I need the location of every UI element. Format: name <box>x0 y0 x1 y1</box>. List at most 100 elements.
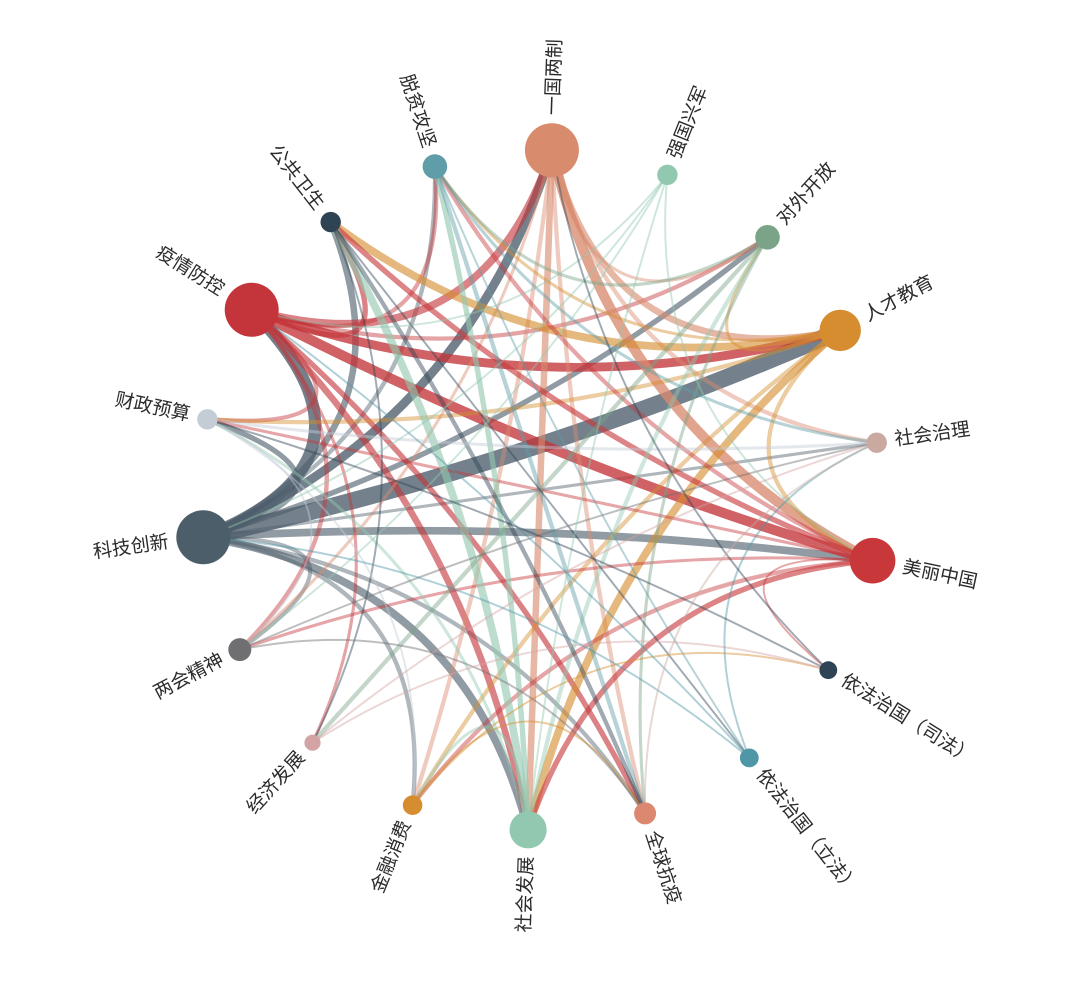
link-qiangguoxingjun-kejichuangxin <box>202 173 669 539</box>
nodes-layer <box>176 123 896 849</box>
node-yiguoliangzhi-circle-node[interactable] <box>524 123 579 178</box>
link-duiwaikaifang-quanqiukangyi <box>638 235 770 815</box>
link-jinrongxiaofei-yifazhiguo_sifa <box>411 651 830 807</box>
link-lianghuijingshen-quanqiukangyi <box>238 638 647 815</box>
node-lianghuijingshen-circle-node[interactable] <box>228 638 252 662</box>
node-tuopingongjian-circle-node[interactable] <box>422 154 448 179</box>
node-label-gonggongweisheng: 公共卫生 <box>264 141 328 214</box>
link-kejichuangxin-tuopingongjian <box>201 164 438 540</box>
link-kejichuangxin-jinrongxiaofei <box>201 535 417 808</box>
node-shehuizhili-circle-node[interactable] <box>866 432 887 453</box>
node-jinrongxiaofei-circle-node[interactable] <box>402 795 423 815</box>
link-yifazhiguo_lifa-kejichuangxin <box>202 536 751 759</box>
node-label-rencaijiaoyu: 人才教育 <box>860 271 937 326</box>
link-qiangguoxingjun-yiqingfangkong <box>250 173 669 329</box>
link-yiqingfangkong-quanqiukangyi <box>249 307 648 817</box>
link-meilizhongguo-shehuifazhan <box>525 558 876 833</box>
node-meilizhongguo-circle-node[interactable] <box>849 537 896 584</box>
link-qiangguoxingjun-shehuifazhan <box>527 173 669 831</box>
node-qiangguoxingjun-circle-node[interactable] <box>657 164 678 185</box>
link-caizhengyusuan-shehuizhili <box>205 417 879 451</box>
node-kejichuangxin-circle-node[interactable] <box>176 510 231 565</box>
link-yiguoliangzhi-meilizhongguo <box>546 145 878 566</box>
node-label-yiqingfangkong: 疫情防控 <box>152 241 228 300</box>
link-lianghuijingshen-shehuizhili <box>238 441 878 651</box>
node-jingjifazhan-circle-node[interactable] <box>304 734 321 751</box>
node-label-tuopingongjian: 脱贫攻坚 <box>395 71 439 150</box>
link-yiqingfangkong-lianghuijingshen <box>237 307 329 652</box>
node-duiwaikaifang-circle-node[interactable] <box>755 225 780 250</box>
link-qiangguoxingjun-lianghuijingshen <box>238 173 669 651</box>
link-yifazhiguo_lifa-yiqingfangkong <box>250 308 751 759</box>
link-duiwaikaifang-tuopingongjian <box>433 165 770 287</box>
link-rencaijiaoyu-gonggongweisheng <box>326 218 845 352</box>
node-label-kejichuangxin: 科技创新 <box>92 531 170 563</box>
link-meilizhongguo-yifazhiguo_sifa <box>762 558 874 672</box>
node-label-qiangguoxingjun: 强国兴军 <box>664 83 713 162</box>
links-layer <box>194 145 879 834</box>
link-yiqingfangkong-caizhengyusuan <box>205 307 319 423</box>
node-label-shehuifazhan: 社会发展 <box>513 856 538 933</box>
link-tuopingongjian-yifazhiguo_lifa <box>433 165 751 759</box>
link-yifazhiguo_lifa-shehuizhili <box>723 441 878 759</box>
node-label-jinrongxiaofei: 金融消费 <box>367 817 416 896</box>
link-kejichuangxin-rencaijiaoyu <box>194 321 849 546</box>
node-label-shehuizhili: 社会治理 <box>893 418 971 450</box>
link-gonggongweisheng-jingjifazhan <box>311 221 383 744</box>
link-kejichuangxin-quanqiukangyi <box>201 535 648 816</box>
link-shehuizhili-quanqiukangyi <box>644 441 878 815</box>
node-label-yifazhiguo_sifa: 依法治国（司法） <box>837 669 978 768</box>
link-caizhengyusuan-lianghuijingshen <box>206 418 313 651</box>
node-quanqiukangyi-circle-node[interactable] <box>634 802 657 825</box>
link-yiqingfangkong-meilizhongguo <box>246 304 878 566</box>
link-meilizhongguo-caizhengyusuan <box>205 417 875 563</box>
node-label-jingjifazhan: 经济发展 <box>242 747 309 818</box>
link-yiguoliangzhi-lianghuijingshen <box>238 148 554 652</box>
node-rencaijiaoyu-circle-node[interactable] <box>819 309 861 352</box>
node-shehuifazhan-circle-node[interactable] <box>509 811 547 849</box>
link-qiangguoxingjun-meilizhongguo <box>664 173 874 562</box>
link-yiqingfangkong-tuopingongjian <box>249 164 439 328</box>
link-shehuifazhan-jinrongxiaofei <box>411 725 530 832</box>
link-jingjifazhan-shehuizhili <box>311 441 878 744</box>
link-kejichuangxin-lianghuijingshen <box>201 535 313 652</box>
link-kejichuangxin-shehuifazhan <box>199 533 532 834</box>
node-label-caizhengyusuan: 财政预算 <box>113 388 192 425</box>
link-meilizhongguo-jinrongxiaofei <box>410 558 875 808</box>
node-label-yifazhiguo_lifa: 依法治国（立法） <box>752 765 863 898</box>
link-yiqingfangkong-yiguoliangzhi <box>247 146 556 328</box>
link-kejichuangxin-yiguoliangzhi <box>198 145 557 542</box>
link-yiguoliangzhi-quanqiukangyi <box>549 148 648 816</box>
link-jinrongxiaofei-quanqiukangyi <box>411 720 647 815</box>
link-shehuifazhan-tuopingongjian <box>432 163 531 833</box>
link-yiqingfangkong-duiwaikaifang <box>249 235 770 341</box>
link-shehuifazhan-caizhengyusuan <box>205 417 530 832</box>
link-yifazhiguo_sifa-caizhengyusuan <box>206 418 830 672</box>
node-label-quanqiukangyi: 全球抗疫 <box>641 828 685 907</box>
node-label-lianghuijingshen: 两会精神 <box>150 649 227 704</box>
link-meilizhongguo-gonggongweisheng <box>328 219 876 564</box>
node-yifazhiguo_lifa-circle-node[interactable] <box>739 748 759 768</box>
link-yifazhiguo_sifa-yiguoliangzhi <box>550 149 830 672</box>
node-yiqingfangkong-circle-node[interactable] <box>224 282 279 337</box>
node-label-yiguoliangzhi: 一国两制 <box>542 39 567 116</box>
link-rencaijiaoyu-meilizhongguo <box>766 328 875 563</box>
node-label-meilizhongguo: 美丽中国 <box>901 556 980 593</box>
link-yiguoliangzhi-duiwaikaifang <box>550 148 770 283</box>
link-gonggongweisheng-quanqiukangyi <box>328 219 648 816</box>
link-yiqingfangkong-shehuifazhan <box>248 306 532 834</box>
link-yiqingfangkong-jingjifazhan <box>250 308 358 745</box>
node-gonggongweisheng-circle-node[interactable] <box>320 211 341 233</box>
link-meilizhongguo-tuopingongjian <box>432 164 875 563</box>
link-tuopingongjian-quanqiukangyi <box>432 164 648 816</box>
link-duiwaikaifang-jingjifazhan <box>310 235 770 745</box>
node-yifazhiguo_sifa-circle-node[interactable] <box>819 661 838 680</box>
link-rencaijiaoyu-tuopingongjian <box>433 165 842 342</box>
link-rencaijiaoyu-duiwaikaifang <box>725 235 842 352</box>
link-tuopingongjian-shehuizhili <box>433 165 879 445</box>
link-jingjifazhan-yifazhiguo_sifa <box>311 640 830 744</box>
link-shehuifazhan-gonggongweisheng <box>326 218 532 834</box>
link-meilizhongguo-lianghuijingshen <box>238 556 875 652</box>
node-caizhengyusuan-circle-node[interactable] <box>197 409 218 430</box>
